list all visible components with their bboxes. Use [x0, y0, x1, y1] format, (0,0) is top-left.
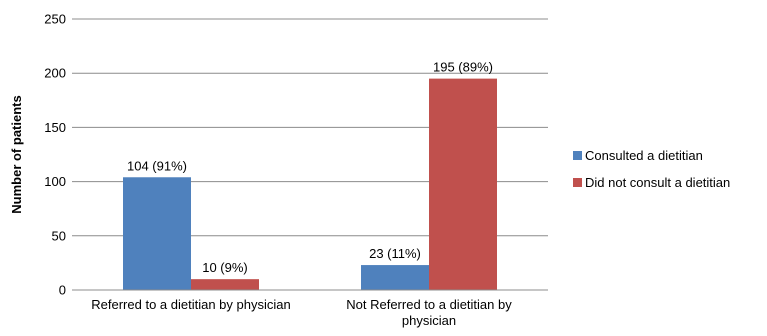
- bar: [191, 279, 259, 290]
- bar: [361, 265, 429, 290]
- data-label: 195 (89%): [433, 60, 493, 75]
- y-tick-label: 250: [44, 12, 66, 27]
- x-category-label: Not Referred to a dietitian by: [346, 297, 512, 312]
- x-category-label: physician: [402, 313, 456, 328]
- legend-swatch: [573, 178, 582, 187]
- x-category-label: Referred to a dietitian by physician: [91, 297, 290, 312]
- data-label: 23 (11%): [369, 246, 421, 261]
- data-label: 104 (91%): [127, 158, 187, 173]
- y-tick-label: 0: [59, 283, 66, 298]
- y-tick-label: 150: [44, 120, 66, 135]
- y-axis-label: Number of patients: [9, 95, 24, 213]
- legend-label: Consulted a dietitian: [585, 148, 703, 163]
- legend-label: Did not consult a dietitian: [585, 175, 730, 190]
- data-labels: 104 (91%) 23 (11%) 10 (9%) 195 (89%): [127, 60, 493, 276]
- y-axis-ticks: 0 50 100 150 200 250: [44, 12, 66, 298]
- x-axis-categories: Referred to a dietitian by physician Not …: [91, 297, 512, 328]
- data-label: 10 (9%): [202, 260, 248, 275]
- bar: [123, 177, 191, 290]
- legend: Consulted a dietitian Did not consult a d…: [573, 148, 730, 190]
- y-tick-label: 200: [44, 66, 66, 81]
- legend-swatch: [573, 151, 582, 160]
- y-tick-label: 100: [44, 174, 66, 189]
- bar: [429, 78, 497, 291]
- bars: [123, 78, 497, 291]
- y-tick-label: 50: [52, 228, 66, 243]
